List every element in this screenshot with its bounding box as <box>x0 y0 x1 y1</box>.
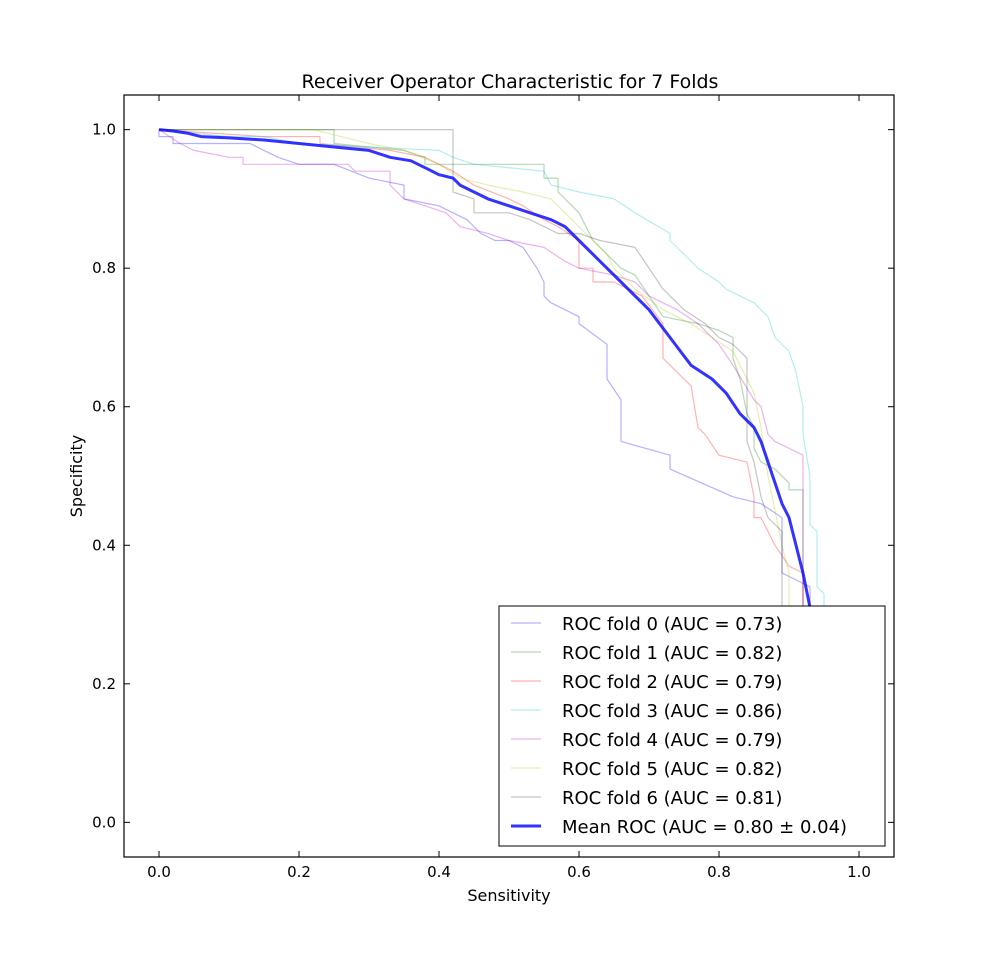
legend-label: Mean ROC (AUC = 0.80 ± 0.04) <box>562 817 847 838</box>
x-tick-label: 0.8 <box>707 863 731 881</box>
ticks-layer: 0.0 0.2 0.4 0.6 0.8 1.0 0.0 0.2 0.4 0.6 0.8 1.0 <box>92 95 894 881</box>
y-tick-label: 0.8 <box>92 259 116 277</box>
plot-frame <box>123 94 895 858</box>
x-axis-label: Sensitivity <box>467 886 550 905</box>
legend-label: ROC fold 2 (AUC = 0.79) <box>562 672 782 693</box>
x-tick-label: 0.4 <box>427 863 451 881</box>
roc-fold-2-line <box>158 129 804 608</box>
legend: ROC fold 0 (AUC = 0.73) ROC fold 1 (AUC =… <box>498 605 886 847</box>
legend-items: ROC fold 0 (AUC = 0.73) ROC fold 1 (AUC =… <box>511 614 847 838</box>
y-axis-label: Specificity <box>67 435 86 517</box>
roc-fold-3-line <box>158 129 825 608</box>
roc-fold-6-line <box>159 129 783 608</box>
x-tick-label: 0.6 <box>567 863 591 881</box>
x-tick-label: 0.0 <box>147 863 171 881</box>
y-tick-label: 1.0 <box>92 121 116 139</box>
y-tick-label: 0.4 <box>92 536 116 554</box>
legend-box <box>498 605 886 847</box>
x-tick-label: 0.2 <box>287 863 311 881</box>
legend-label: ROC fold 0 (AUC = 0.73) <box>562 614 782 635</box>
series-layer <box>158 128 825 608</box>
roc-fold-4-line <box>158 129 804 608</box>
roc-fold-0-line <box>158 129 811 608</box>
legend-label: ROC fold 6 (AUC = 0.81) <box>562 788 782 809</box>
y-tick-label: 0.6 <box>92 398 116 416</box>
x-tick-label: 1.0 <box>847 863 871 881</box>
chart-title: Receiver Operator Characteristic for 7 F… <box>302 71 719 93</box>
y-tick-label: 0.2 <box>92 675 116 693</box>
legend-label: ROC fold 4 (AUC = 0.79) <box>562 730 782 751</box>
legend-label: ROC fold 3 (AUC = 0.86) <box>562 701 782 722</box>
y-tick-label: 0.0 <box>92 813 116 831</box>
mean-roc-line <box>158 128 812 608</box>
legend-label: ROC fold 5 (AUC = 0.82) <box>562 759 782 780</box>
legend-label: ROC fold 1 (AUC = 0.82) <box>562 643 782 664</box>
roc-fold-1-line <box>159 129 804 608</box>
